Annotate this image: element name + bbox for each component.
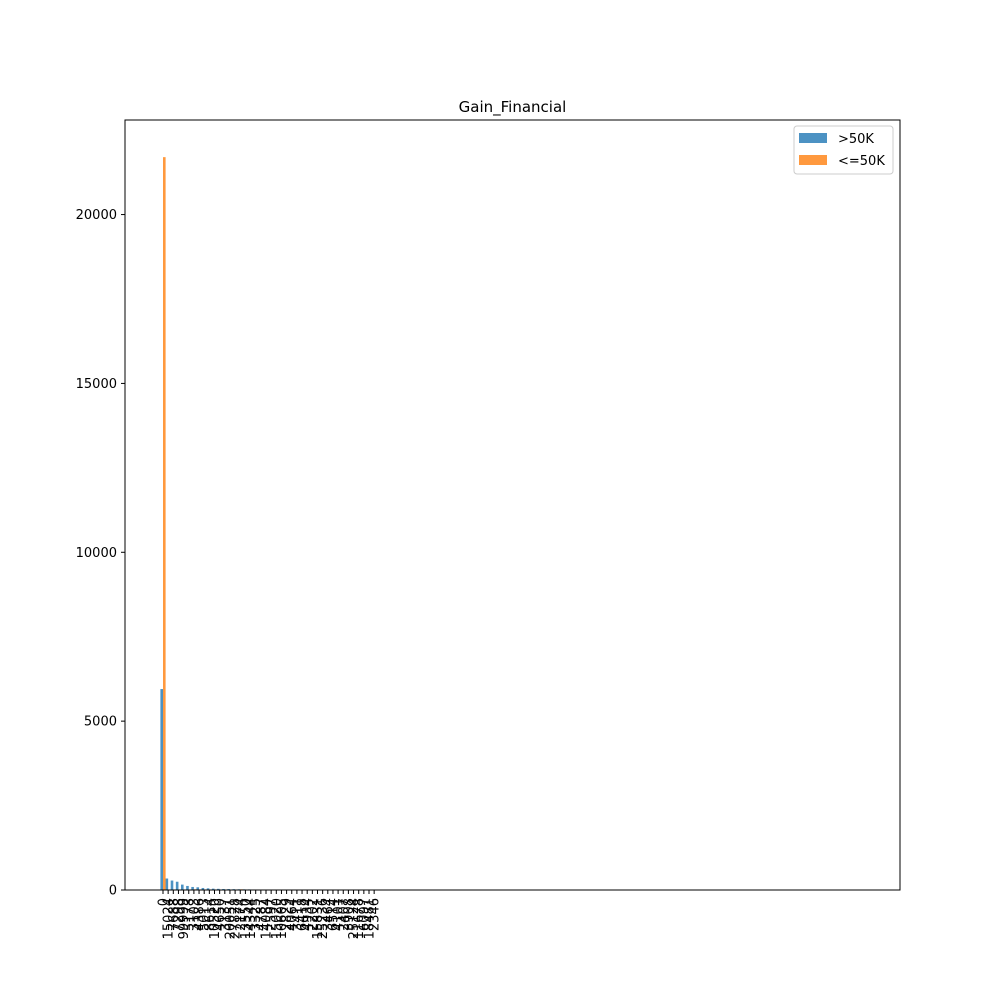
x-tick-label-20051: 20051 — [223, 898, 238, 939]
x-tick-label-2829: 2829 — [280, 898, 295, 931]
x-axis: 0150247688729899999517831034386501386141… — [157, 890, 383, 939]
x-tick-label-2174: 2174 — [234, 898, 249, 931]
x-tick-label-3464: 3464 — [321, 898, 336, 931]
bar-over-50k-8614 — [206, 888, 210, 890]
x-tick-label-2202: 2202 — [306, 898, 321, 931]
x-tick-label-6097: 6097 — [357, 898, 372, 931]
bar-over-50k-7298 — [175, 881, 179, 890]
x-tick-label-3103: 3103 — [187, 898, 202, 931]
legend-label-under-50k: <=50K — [838, 154, 885, 169]
chart-title: Gain_Financial — [459, 98, 567, 117]
y-tick-label-10000: 10000 — [76, 546, 117, 561]
x-tick-label-4787: 4787 — [254, 898, 269, 931]
x-tick-label-6418: 6418 — [296, 898, 311, 931]
legend-swatch-under-50k — [799, 155, 827, 165]
x-tick-label-13550: 13550 — [239, 898, 254, 939]
x-tick-label-5178: 5178 — [182, 898, 197, 931]
x-tick-label-11678: 11678 — [352, 898, 367, 939]
bar-under-50k-0 — [163, 157, 166, 890]
x-tick-label-25236: 25236 — [316, 898, 331, 939]
bar-over-50k-4386 — [196, 887, 200, 890]
y-tick-label-5000: 5000 — [84, 715, 117, 730]
x-tick-label-27828: 27828 — [229, 898, 244, 939]
legend-label-over-50k: >50K — [838, 132, 874, 147]
x-tick-label-2597: 2597 — [265, 898, 280, 931]
bars-group — [160, 157, 377, 890]
x-tick-label-4064: 4064 — [285, 898, 300, 931]
bar-over-50k-5178 — [186, 885, 189, 890]
x-tick-label-7298: 7298 — [172, 898, 187, 931]
y-axis: 0 5000 10000 15000 20000 — [76, 208, 125, 899]
x-tick-label-15024: 15024 — [162, 898, 177, 939]
bar-over-50k-7688 — [170, 880, 174, 890]
bar-over-50k-99999 — [181, 884, 184, 890]
x-tick-label-3137: 3137 — [218, 898, 233, 931]
y-tick-label-20000: 20000 — [76, 208, 117, 223]
x-tick-label-4934: 4934 — [301, 898, 316, 931]
bar-over-50k-3103 — [191, 886, 194, 890]
x-tick-label-15020: 15020 — [270, 898, 285, 939]
x-tick-label-15831: 15831 — [311, 898, 326, 939]
x-tick-label-14084: 14084 — [260, 898, 275, 939]
x-tick-label-7688: 7688 — [167, 898, 182, 931]
plot-frame — [124, 119, 901, 891]
bar-over-50k-4650 — [217, 888, 220, 890]
x-tick-label-2346: 2346 — [368, 898, 383, 931]
x-tick-label-8614: 8614 — [203, 898, 218, 931]
y-tick-label-0: 0 — [109, 884, 117, 899]
x-tick-label-0: 0 — [157, 898, 172, 906]
bar-over-50k-15024 — [165, 878, 169, 890]
x-tick-label-3411: 3411 — [290, 898, 305, 931]
bar-over-50k-10520 — [211, 888, 215, 890]
bar-over-50k-3137 — [222, 888, 225, 890]
x-tick-label-4386: 4386 — [193, 898, 208, 931]
x-tick-label-5013: 5013 — [198, 898, 213, 931]
x-tick-label-2407: 2407 — [337, 898, 352, 931]
legend: >50K <=50K — [793, 125, 894, 175]
bar-over-50k-5013 — [201, 887, 205, 890]
x-tick-label-10605: 10605 — [275, 898, 290, 939]
x-tick-label-6514: 6514 — [326, 898, 341, 931]
legend-swatch-over-50k — [799, 133, 827, 143]
x-tick-label-4101: 4101 — [332, 898, 347, 931]
bar-over-50k-0 — [160, 689, 163, 890]
x-tick-label-14344: 14344 — [244, 898, 259, 939]
x-tick-label-25124: 25124 — [347, 898, 362, 939]
x-tick-label-3908: 3908 — [342, 898, 357, 931]
x-tick-label-18481: 18481 — [363, 898, 378, 939]
x-tick-label-3325: 3325 — [249, 898, 264, 931]
x-tick-label-99999: 99999 — [177, 898, 192, 939]
y-tick-label-15000: 15000 — [76, 377, 117, 392]
x-tick-label-10520: 10520 — [208, 898, 223, 939]
x-tick-label-4650: 4650 — [213, 898, 228, 931]
